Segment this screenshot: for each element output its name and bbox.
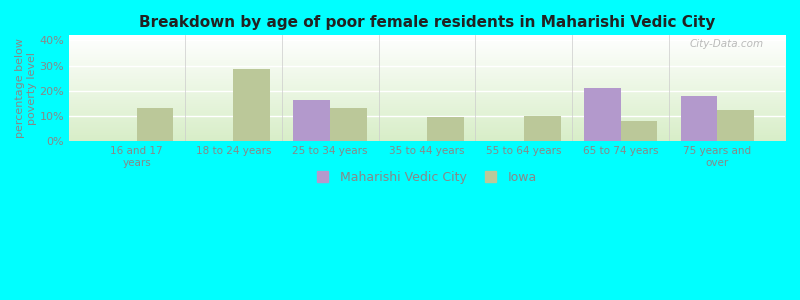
Bar: [427, 117, 464, 141]
Title: Breakdown by age of poor female residents in Maharishi Vedic City: Breakdown by age of poor female resident…: [139, 15, 715, 30]
Bar: [681, 96, 718, 141]
Text: City-Data.com: City-Data.com: [690, 38, 763, 49]
Bar: [524, 116, 561, 141]
Bar: [718, 110, 754, 141]
Bar: [330, 108, 367, 141]
Bar: [137, 108, 174, 141]
Bar: [294, 100, 330, 141]
Y-axis label: percentage below
poverty level: percentage below poverty level: [15, 38, 37, 138]
Bar: [621, 121, 658, 141]
Bar: [584, 88, 621, 141]
Legend: Maharishi Vedic City, Iowa: Maharishi Vedic City, Iowa: [311, 164, 543, 190]
Bar: [234, 69, 270, 141]
